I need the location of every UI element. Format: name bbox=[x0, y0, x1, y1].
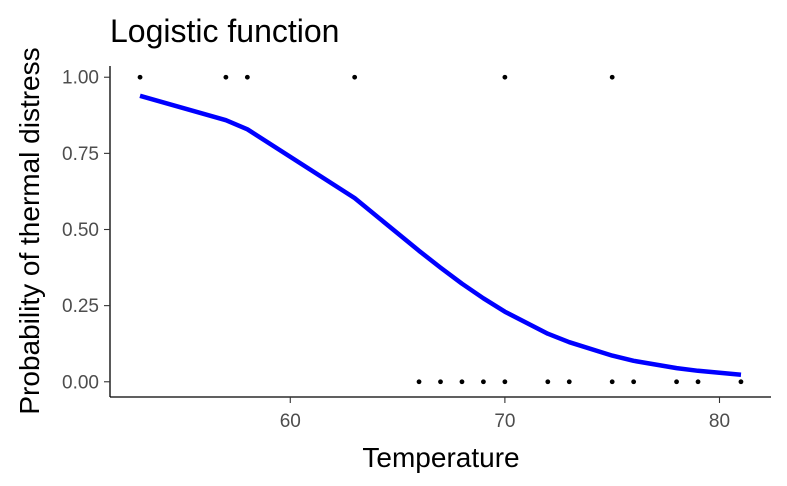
data-point bbox=[244, 74, 250, 80]
data-point bbox=[352, 74, 358, 80]
y-tick-label: 0.00 bbox=[62, 372, 99, 393]
y-tick-label: 0.75 bbox=[62, 144, 99, 165]
y-tick-label: 0.50 bbox=[62, 220, 99, 241]
chart-title: Logistic function bbox=[110, 13, 339, 49]
x-axis-title: Temperature bbox=[362, 442, 519, 473]
data-point bbox=[674, 379, 679, 385]
data-point bbox=[566, 379, 572, 385]
data-point bbox=[438, 379, 443, 385]
x-tick-label: 70 bbox=[494, 411, 515, 432]
data-point bbox=[459, 379, 465, 385]
data-point bbox=[481, 379, 486, 385]
x-tick-label: 60 bbox=[280, 411, 301, 432]
y-tick-label: 0.25 bbox=[62, 296, 99, 317]
y-axis-title: Probability of thermal distress bbox=[14, 47, 45, 414]
data-point bbox=[695, 379, 701, 385]
data-point bbox=[502, 74, 508, 80]
plot-area: 0.00 0.25 0.50 0.75 1.00 60 70 80 bbox=[62, 66, 771, 432]
data-point bbox=[223, 74, 229, 80]
data-point bbox=[137, 74, 143, 80]
data-point bbox=[502, 379, 508, 385]
fitted-logistic-line bbox=[139, 93, 742, 378]
data-point bbox=[609, 74, 615, 80]
data-point bbox=[545, 379, 551, 385]
y-tick-label: 1.00 bbox=[62, 68, 99, 89]
data-point bbox=[609, 379, 615, 385]
data-point bbox=[738, 379, 744, 385]
data-point bbox=[631, 379, 637, 385]
x-tick-label: 80 bbox=[709, 411, 730, 432]
data-point bbox=[416, 379, 422, 385]
